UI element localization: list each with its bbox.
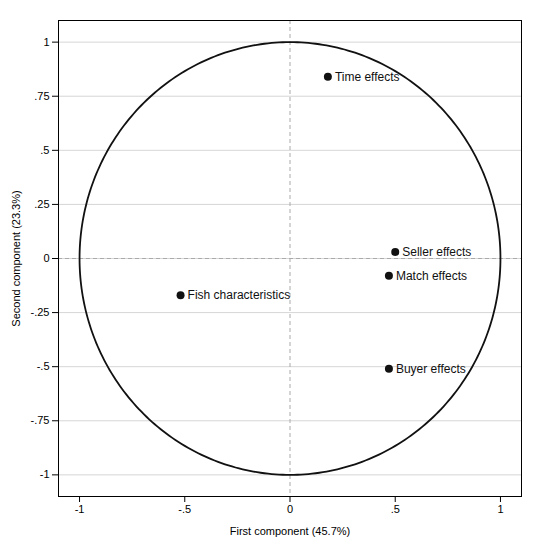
svg-text:Fish characteristics: Fish characteristics	[188, 288, 291, 302]
svg-text:-1: -1	[40, 468, 50, 480]
svg-text:-1: -1	[75, 503, 85, 515]
svg-text:First component (45.7%): First component (45.7%)	[230, 525, 350, 537]
svg-text:0: 0	[43, 252, 49, 264]
svg-text:-.25: -.25	[31, 306, 50, 318]
svg-text:.5: .5	[40, 144, 49, 156]
svg-text:.75: .75	[34, 90, 49, 102]
svg-text:1: 1	[497, 503, 503, 515]
svg-text:-.5: -.5	[178, 503, 191, 515]
svg-text:Match effects: Match effects	[396, 269, 467, 283]
svg-text:1: 1	[43, 36, 49, 48]
svg-text:.5: .5	[391, 503, 400, 515]
svg-text:Seller effects: Seller effects	[402, 245, 471, 259]
svg-text:-.5: -.5	[37, 360, 50, 372]
svg-text:.25: .25	[34, 198, 49, 210]
svg-text:-.75: -.75	[31, 414, 50, 426]
svg-text:0: 0	[287, 503, 293, 515]
svg-text:Buyer effects: Buyer effects	[396, 362, 466, 376]
svg-text:Second component (23.3%): Second component (23.3%)	[10, 190, 22, 326]
svg-text:Time effects: Time effects	[335, 70, 400, 84]
